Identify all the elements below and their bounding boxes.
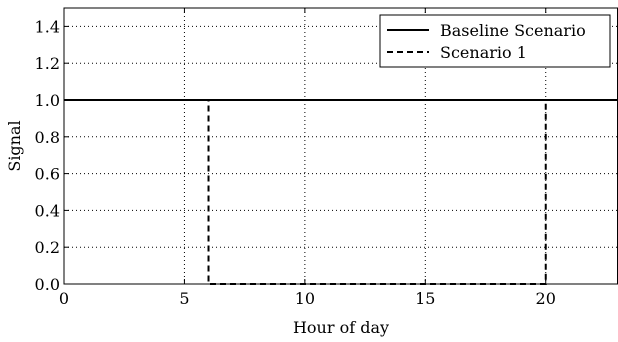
y-tick-label: 0.6 bbox=[35, 165, 60, 184]
y-tick-label: 0.0 bbox=[35, 275, 60, 294]
x-tick-label: 10 bbox=[295, 289, 315, 308]
x-tick-label: 15 bbox=[415, 289, 435, 308]
series-line-scenario-1 bbox=[64, 99, 618, 285]
axis-ticks: 0 5 10 15 20 0.0 0.2 0.4 0.6 0.8 1.0 1.2 1.4 bbox=[35, 8, 556, 308]
y-tick-label: 1.0 bbox=[35, 91, 60, 110]
legend: Baseline Scenario Scenario 1 bbox=[379, 14, 611, 68]
legend-box bbox=[379, 14, 611, 68]
x-tick-label: 5 bbox=[179, 289, 189, 308]
x-tick-label: 20 bbox=[536, 289, 556, 308]
y-tick-label: 0.8 bbox=[35, 128, 60, 147]
y-tick-label: 1.2 bbox=[35, 54, 60, 73]
y-tick-label: 0.2 bbox=[35, 238, 60, 257]
y-tick-label: 0.4 bbox=[35, 201, 60, 220]
y-tick-label: 1.4 bbox=[35, 17, 60, 36]
legend-label-baseline-scenario: Baseline Scenario bbox=[440, 21, 586, 40]
x-tick-label: 0 bbox=[59, 289, 69, 308]
series-lines bbox=[64, 99, 618, 285]
legend-label-scenario-1: Scenario 1 bbox=[440, 43, 527, 62]
y-axis-label: Signal bbox=[5, 120, 24, 171]
x-axis-label: Hour of day bbox=[293, 318, 389, 337]
